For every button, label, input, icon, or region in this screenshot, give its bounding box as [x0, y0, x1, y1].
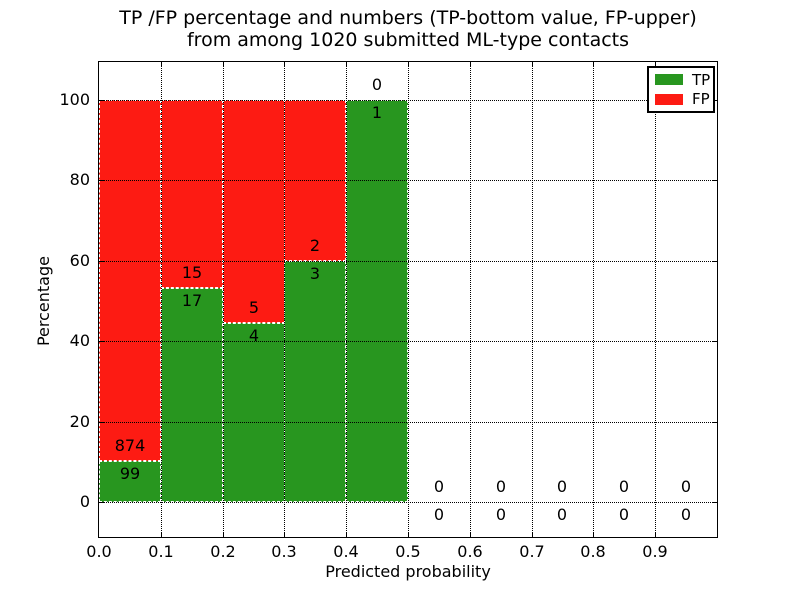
- legend-row: TP: [655, 70, 711, 89]
- fp-count-label: 0: [556, 477, 568, 496]
- v-gridline: [532, 62, 533, 537]
- x-axis-label: Predicted probability: [325, 562, 491, 581]
- legend: TP FP: [647, 66, 715, 113]
- tp-count-label: 99: [119, 464, 141, 483]
- chart-title-line2: from among 1020 submitted ML-type contac…: [186, 29, 630, 51]
- axis-tick: [712, 341, 717, 342]
- v-gridline: [655, 62, 656, 537]
- tp-count-label: 0: [680, 505, 692, 524]
- axis-tick: [99, 100, 104, 101]
- axis-tick: [593, 62, 594, 67]
- tp-bar-segment: [99, 461, 161, 502]
- legend-swatch-tp: [655, 74, 683, 86]
- y-tick-label: 20: [69, 412, 90, 431]
- x-tick-label: 0.1: [148, 542, 174, 561]
- fp-count-label: 15: [181, 263, 203, 282]
- fp-bar-segment: [99, 100, 161, 461]
- axis-tick: [223, 532, 224, 537]
- axis-tick: [408, 532, 409, 537]
- v-gridline: [470, 62, 471, 537]
- fp-count-label: 0: [495, 477, 507, 496]
- v-gridline: [346, 62, 347, 537]
- axis-tick: [655, 532, 656, 537]
- axis-tick: [712, 422, 717, 423]
- axis-tick: [284, 532, 285, 537]
- axis-tick: [99, 180, 104, 181]
- axis-tick: [223, 62, 224, 67]
- chart-title-line1: TP /FP percentage and numbers (TP-bottom…: [119, 7, 697, 29]
- fp-count-label: 0: [618, 477, 630, 496]
- axis-tick: [99, 502, 104, 503]
- axis-tick: [712, 180, 717, 181]
- y-tick-label: 0: [79, 492, 90, 511]
- axis-tick: [655, 62, 656, 67]
- tp-count-label: 17: [181, 291, 203, 310]
- y-tick-label: 40: [69, 331, 90, 350]
- legend-label: TP: [692, 70, 711, 89]
- x-tick-label: 0.8: [580, 542, 606, 561]
- tp-count-label: 3: [309, 264, 321, 283]
- fp-count-label: 5: [248, 298, 260, 317]
- y-tick-label: 60: [69, 251, 90, 270]
- axis-tick: [712, 261, 717, 262]
- tp-count-label: 0: [556, 505, 568, 524]
- x-tick-label: 0.4: [333, 542, 359, 561]
- axis-tick: [346, 532, 347, 537]
- tp-count-label: 1: [371, 103, 383, 122]
- v-gridline: [223, 62, 224, 537]
- tp-count-label: 0: [495, 505, 507, 524]
- legend-swatch-fp: [655, 93, 683, 105]
- axis-tick: [99, 422, 104, 423]
- v-gridline: [593, 62, 594, 537]
- fp-bar-segment: [161, 100, 223, 288]
- tp-count-label: 0: [618, 505, 630, 524]
- v-gridline: [284, 62, 285, 537]
- axis-tick: [470, 62, 471, 67]
- fp-count-label: 2: [309, 236, 321, 255]
- fp-count-label: 0: [371, 75, 383, 94]
- v-gridline: [161, 62, 162, 537]
- tp-bar-segment: [346, 100, 408, 502]
- x-tick-label: 0.0: [86, 542, 112, 561]
- y-tick-label: 80: [69, 170, 90, 189]
- chart-title: TP /FP percentage and numbers (TP-bottom…: [16, 7, 800, 51]
- fp-count-label: 0: [433, 477, 445, 496]
- x-tick-label: 0.9: [642, 542, 668, 561]
- axis-tick: [99, 341, 104, 342]
- axis-tick: [346, 62, 347, 67]
- x-tick-label: 0.6: [457, 542, 483, 561]
- axis-tick: [712, 502, 717, 503]
- axis-tick: [593, 532, 594, 537]
- x-tick-label: 0.2: [210, 542, 236, 561]
- axis-tick: [99, 261, 104, 262]
- tp-count-label: 4: [248, 326, 260, 345]
- legend-row: FP: [655, 90, 710, 109]
- axis-tick: [532, 532, 533, 537]
- axis-tick: [161, 62, 162, 67]
- tp-count-label: 0: [433, 505, 445, 524]
- tp-bar-segment: [284, 261, 346, 502]
- x-tick-label: 0.5: [395, 542, 421, 561]
- y-axis-label: Percentage: [34, 256, 53, 347]
- tp-bar-segment: [161, 288, 223, 502]
- v-gridline: [408, 62, 409, 537]
- axis-tick: [470, 532, 471, 537]
- tp-bar-segment: [223, 323, 285, 502]
- fp-count-label: 874: [114, 436, 146, 455]
- fp-bar-segment: [223, 100, 285, 323]
- legend-label: FP: [692, 90, 710, 109]
- y-tick-label: 100: [59, 90, 90, 109]
- fp-count-label: 0: [680, 477, 692, 496]
- axis-tick: [532, 62, 533, 67]
- x-tick-label: 0.3: [271, 542, 297, 561]
- axis-tick: [408, 62, 409, 67]
- axis-tick: [161, 532, 162, 537]
- axis-tick: [284, 62, 285, 67]
- plot-area: TP FP 874 99 15 17 5 4 2 3 0 1 0 0 0 0 0 0 0 0 0 0: [98, 61, 718, 538]
- x-tick-label: 0.7: [519, 542, 545, 561]
